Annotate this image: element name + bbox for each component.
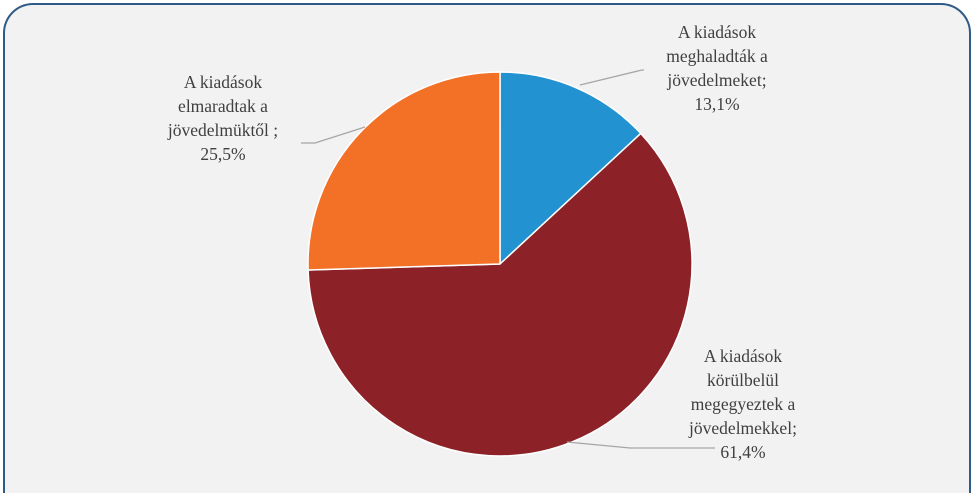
slice-label-3: A kiadások elmaradtak a jövedelmüktől ; 25,… — [167, 72, 278, 164]
chart-frame: A kiadások meghaladták a jövedelmeket; 13,1… — [3, 3, 971, 493]
slice-label-line: jövedelmekkel; — [688, 418, 797, 438]
slice-label-line: A kiadások — [678, 22, 757, 42]
pie-slices — [307, 71, 693, 457]
slice-labels: A kiadások meghaladták a jövedelmeket; 13,1… — [167, 22, 797, 462]
pie-slice-1 — [499, 71, 642, 265]
slice-label-line: körülbelül — [707, 370, 779, 390]
slice-label-line: jövedelmeket; — [666, 70, 766, 90]
slice-label-line: megegyeztek a — [691, 394, 796, 414]
leader-line-1 — [579, 69, 644, 86]
slice-label-line: meghaladták a — [666, 46, 768, 66]
pie-slice-2 — [307, 132, 693, 457]
leader-line-2 — [566, 441, 715, 449]
slice-label-line: 13,1% — [694, 94, 739, 114]
leader-line-3 — [301, 126, 366, 144]
slice-label-line: A kiadások — [184, 72, 263, 92]
pie-slice-3 — [307, 71, 501, 271]
leader-lines — [301, 69, 715, 449]
pie-chart: A kiadások meghaladták a jövedelmeket; 13,1… — [167, 22, 797, 462]
slice-label-line: 25,5% — [200, 144, 245, 164]
slice-label-line: 61,4% — [720, 442, 765, 462]
slice-label-line: jövedelmüktől ; — [167, 120, 278, 140]
slice-label-2: A kiadások körülbelül megegyeztek a jövedel… — [688, 346, 797, 462]
slice-label-line: elmaradtak a — [178, 96, 268, 116]
slice-label-1: A kiadások meghaladták a jövedelmeket; 13,1… — [666, 22, 768, 114]
slice-label-line: A kiadások — [704, 346, 783, 366]
